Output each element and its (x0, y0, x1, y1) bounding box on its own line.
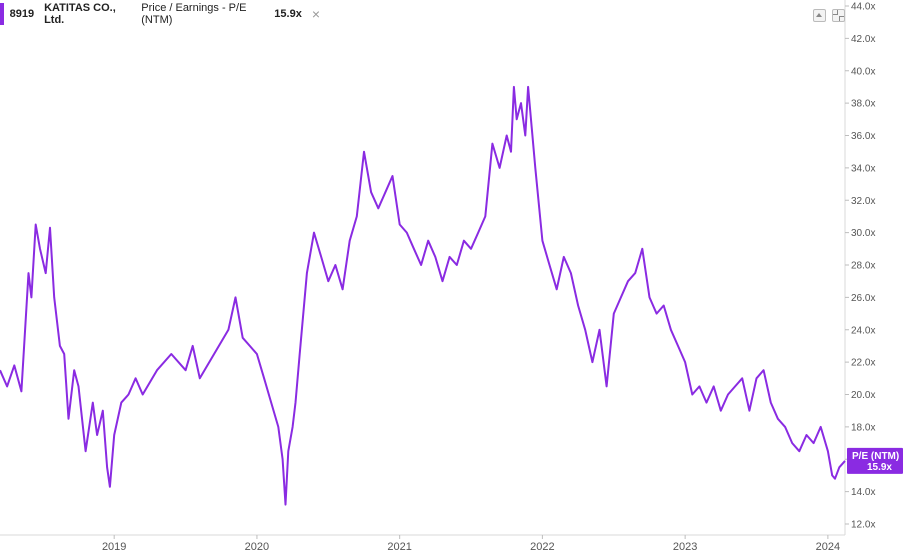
y-tick-label: 24.0x (851, 325, 875, 336)
y-tick-label: 44.0x (851, 2, 875, 13)
arrow-up-icon[interactable] (813, 9, 826, 22)
legend-current-value: 15.9x (274, 8, 302, 20)
legend-color-swatch (0, 3, 4, 25)
y-tick-label: 18.0x (851, 422, 875, 433)
y-tick-label: 12.0x (851, 520, 875, 531)
collapse-icon[interactable] (832, 9, 845, 22)
y-tick-label: 26.0x (851, 293, 875, 304)
y-tick-label: 36.0x (851, 131, 875, 142)
x-tick-label: 2019 (102, 541, 126, 553)
y-tick-label: 34.0x (851, 163, 875, 174)
y-tick-label: 42.0x (851, 34, 875, 45)
x-tick-label: 2020 (245, 541, 269, 553)
value-badge-background (847, 447, 903, 474)
x-tick-label: 2023 (673, 541, 697, 553)
legend-company-name: KATITAS CO., Ltd. (44, 2, 116, 26)
series-group (0, 85, 846, 506)
value-badge: P/E (NTM) 15.9x (847, 447, 903, 474)
chart-toolbar (813, 9, 845, 22)
legend-ticker: 8919 (9, 8, 35, 20)
value-badge-label: P/E (NTM) (852, 451, 899, 462)
x-axis-ticks: 2019 2020 2021 2022 2023 2024 (102, 535, 840, 553)
y-tick-label: 22.0x (851, 358, 875, 369)
y-axis-ticks: 12.0x14.0x16.0x18.0x20.0x22.0x24.0x26.0x… (845, 2, 875, 531)
legend-metric-name: Price / Earnings - P/E (NTM) (141, 2, 247, 26)
y-tick-label: 40.0x (851, 66, 875, 77)
legend-close-icon[interactable]: × (311, 6, 321, 22)
series-line-pe-ntm (0, 85, 846, 506)
x-tick-label: 2024 (816, 541, 840, 553)
series-legend[interactable]: 8919 KATITAS CO., Ltd. Price / Earnings … (0, 2, 320, 26)
y-tick-label: 32.0x (851, 196, 875, 207)
y-tick-label: 30.0x (851, 228, 875, 239)
y-tick-label: 38.0x (851, 99, 875, 110)
y-tick-label: 14.0x (851, 487, 875, 498)
y-tick-label: 28.0x (851, 261, 875, 272)
value-badge-value: 15.9x (867, 462, 892, 473)
x-tick-label: 2021 (387, 541, 411, 553)
x-tick-label: 2022 (530, 541, 554, 553)
y-tick-label: 20.0x (851, 390, 875, 401)
